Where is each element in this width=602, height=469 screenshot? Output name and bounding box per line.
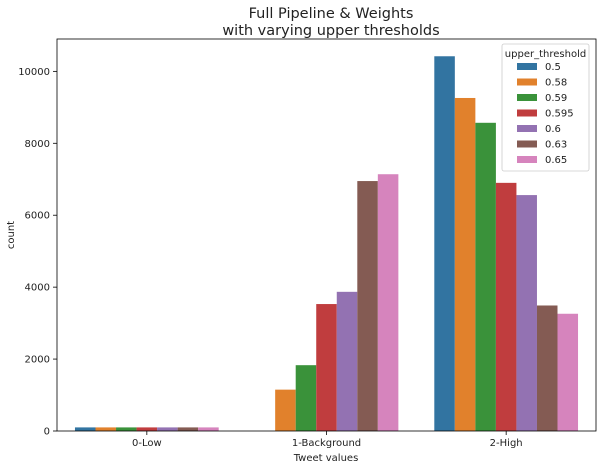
legend-items: 0.5 0.58 0.59 0.595 0.6 0.63 0.65 (517, 62, 574, 166)
chart-title-line-1: Full Pipeline & Weights (249, 6, 414, 22)
legend-label-0.63: 0.63 (545, 140, 567, 151)
y-axis-label: count (6, 221, 17, 249)
bar-2-High-0.65 (557, 313, 579, 431)
y-axis-ticks: 0 2000 4000 6000 8000 10000 (18, 67, 57, 438)
legend-label-0.59: 0.59 (545, 93, 567, 104)
bar-1-Background-0.65 (377, 174, 399, 431)
bar-2-High-0.63 (536, 305, 558, 431)
bar-1-Background-0.6 (336, 291, 358, 431)
y-tick-label: 6000 (25, 211, 50, 222)
x-tick-label: 2-High (490, 438, 523, 449)
legend-label-0.65: 0.65 (545, 155, 567, 166)
bar-1-Background-0.595 (316, 304, 337, 431)
bar-0-Low-0.58 (95, 427, 117, 431)
y-tick-label: 2000 (25, 355, 50, 366)
plot-frame (56, 38, 597, 432)
bar-0-Low-0.59 (116, 427, 137, 431)
bar-0-Low-0.63 (177, 427, 199, 431)
legend-swatch-0.6 (517, 125, 537, 132)
legend-swatch-0.595 (517, 109, 537, 117)
bar-1-Background-0.58 (275, 389, 296, 431)
legend-box (501, 43, 590, 172)
bar-2-High-0.595 (495, 182, 517, 431)
bar-0-Low-0.595 (136, 427, 158, 431)
legend-swatch-0.58 (517, 78, 537, 86)
legend-swatch-0.5 (517, 63, 537, 70)
legend: upper_threshold 0.50.580.590.5950.60.630… (501, 43, 590, 172)
bar-2-High-0.6 (516, 195, 537, 431)
bar-2-High-0.58 (454, 97, 476, 431)
x-tick-label: 1-Background (292, 438, 361, 449)
bar-0-Low-0.5 (74, 427, 96, 431)
bar-2-High-0.59 (475, 122, 496, 431)
bar-0-Low-0.6 (157, 427, 178, 431)
x-axis-label: Tweet values (293, 453, 359, 464)
bar-0-Low-0.65 (198, 427, 219, 431)
y-tick-label: 4000 (25, 283, 50, 294)
legend-label-0.595: 0.595 (545, 109, 574, 120)
y-tick-label: 8000 (25, 139, 50, 150)
legend-swatch-0.63 (517, 140, 537, 148)
chart-title-line-2: with varying upper thresholds (222, 23, 439, 39)
y-tick-label: 0 (44, 427, 50, 438)
legend-label-0.6: 0.6 (545, 124, 561, 135)
legend-title: upper_threshold (505, 49, 586, 60)
bar-2-High-0.5 (434, 56, 455, 431)
legend-label-0.58: 0.58 (545, 78, 567, 89)
legend-label-0.5: 0.5 (545, 62, 561, 73)
legend-swatch-0.65 (517, 156, 537, 163)
y-tick-label: 10000 (18, 67, 50, 78)
legend-swatch-0.59 (517, 94, 537, 101)
bar-1-Background-0.63 (357, 181, 378, 431)
x-axis-ticks: 0-Low 1-Background 2-High (132, 431, 523, 449)
bar-1-Background-0.59 (295, 365, 317, 431)
x-tick-label: 0-Low (132, 438, 162, 449)
bars (74, 56, 579, 431)
